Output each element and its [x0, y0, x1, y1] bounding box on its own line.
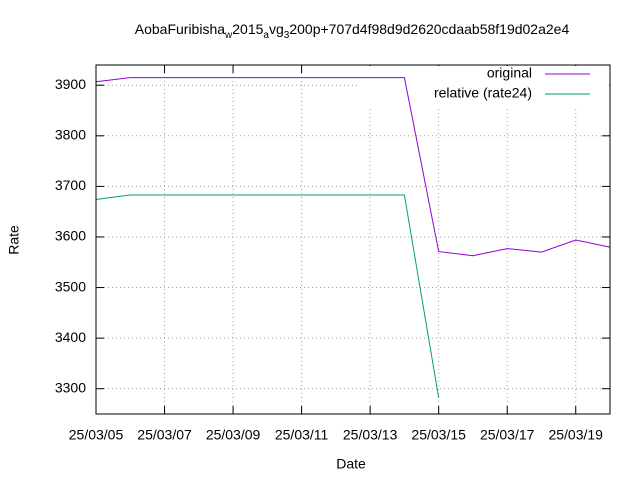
- x-tick-label: 25/03/17: [480, 427, 535, 443]
- plot-border: [95, 64, 611, 415]
- y-tick-label: 3600: [55, 228, 86, 244]
- y-axis-label: Rate: [6, 225, 22, 255]
- y-tick-label: 3900: [55, 76, 86, 92]
- y-tick-label: 3700: [55, 177, 86, 193]
- title-part: w: [224, 30, 233, 41]
- x-tick-label: 25/03/07: [137, 427, 192, 443]
- y-tick-label: 3500: [55, 278, 86, 294]
- x-tick-label: 25/03/11: [275, 427, 329, 443]
- title-part: vg: [269, 21, 284, 37]
- y-tick-label: 3800: [55, 127, 86, 143]
- series-line: [95, 77, 611, 257]
- series-line: [95, 194, 440, 398]
- x-tick-label: 25/03/15: [411, 427, 466, 443]
- y-tick-label: 3400: [55, 329, 86, 345]
- x-tick-label: 25/03/13: [343, 427, 398, 443]
- y-tick-label: 3300: [55, 379, 86, 395]
- title-part: 2015: [232, 21, 263, 37]
- legend-label: relative (rate24): [434, 85, 532, 101]
- x-tick-label: 25/03/19: [548, 427, 603, 443]
- x-tick-label: 25/03/09: [206, 427, 261, 443]
- x-axis-label: Date: [336, 456, 366, 472]
- title-part: AobaFuribisha: [135, 21, 225, 37]
- chart-title: AobaFuribishaw2015avg3200p+707d4f98d9d26…: [135, 21, 570, 41]
- title-part: 200p+707d4f98d9d2620cdaab58f19d02a2e4: [289, 21, 569, 37]
- title-part: a: [263, 30, 269, 41]
- legend-label: original: [487, 65, 532, 81]
- legend-box: [360, 66, 609, 106]
- title-part: 3: [284, 30, 290, 41]
- x-tick-label: 25/03/05: [69, 427, 124, 443]
